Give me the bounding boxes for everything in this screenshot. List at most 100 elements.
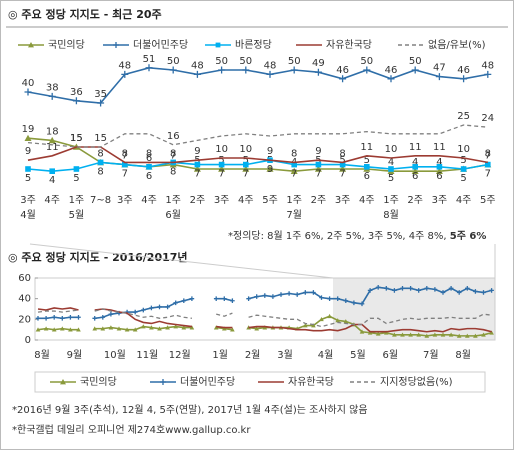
marker xyxy=(193,70,201,78)
data-label: 7 xyxy=(122,151,128,162)
marker xyxy=(448,332,454,337)
legend-label: 자유한국당 xyxy=(288,376,334,388)
data-label: 9 xyxy=(194,146,200,157)
marker xyxy=(339,165,347,172)
x-tick-label: 6월 xyxy=(165,209,181,221)
x-tick-label: 7월 xyxy=(286,209,302,221)
data-label: 19 xyxy=(22,124,35,135)
marker xyxy=(157,326,162,331)
data-label: 25 xyxy=(457,111,470,122)
data-label: 10 xyxy=(385,144,398,155)
x-tick-label: 1주 xyxy=(69,195,85,206)
marker xyxy=(189,325,195,330)
data-label: 48 xyxy=(118,60,131,71)
data-label: 5 xyxy=(460,155,466,166)
marker xyxy=(73,166,80,172)
marker xyxy=(92,326,97,331)
marker xyxy=(481,290,486,295)
data-label: 9 xyxy=(267,164,273,175)
data-label: 9 xyxy=(267,146,273,157)
legend-label: 바른정당 xyxy=(235,39,272,51)
data-label: 8 xyxy=(170,148,176,159)
marker xyxy=(43,316,49,321)
data-label: 7 xyxy=(485,151,491,162)
marker xyxy=(49,168,55,174)
marker xyxy=(303,323,308,328)
marker xyxy=(141,324,146,329)
data-label: 11 xyxy=(409,142,422,153)
marker xyxy=(92,316,97,321)
x-tick-label: 4월 xyxy=(20,209,36,221)
marker xyxy=(254,294,259,299)
data-label: 50 xyxy=(215,56,228,67)
marker xyxy=(35,316,41,321)
x-tick-label: 5주 xyxy=(480,195,496,206)
x-tick-label: 10월 xyxy=(104,349,126,361)
plot-frame xyxy=(34,277,496,341)
x-tick-label: 1주 xyxy=(383,195,399,206)
marker xyxy=(319,295,324,300)
data-label: 16 xyxy=(167,131,180,142)
marker xyxy=(481,332,486,337)
marker xyxy=(173,300,178,306)
marker xyxy=(243,161,249,168)
marker xyxy=(416,288,421,293)
marker xyxy=(311,323,316,328)
marker xyxy=(60,379,66,385)
data-label: 10 xyxy=(239,144,252,155)
marker xyxy=(157,304,162,310)
data-label: 35 xyxy=(94,89,107,100)
data-label: 11 xyxy=(46,142,59,153)
marker xyxy=(440,332,446,337)
marker xyxy=(218,161,225,168)
data-label: 18 xyxy=(46,126,59,137)
marker xyxy=(489,330,494,335)
legend-label: 없음/유보(%) xyxy=(428,38,486,51)
x-tick-label: 3주 xyxy=(432,195,448,206)
x-tick-label: 7월 xyxy=(423,349,439,361)
y-tick-label: 60 xyxy=(18,273,31,284)
marker xyxy=(60,326,65,331)
legend-box xyxy=(34,371,486,393)
note: *정의당: 8월 1주 6%, 2주 5%, 3주 5%, 4주 8%, 5주 … xyxy=(228,230,486,242)
marker xyxy=(149,325,154,330)
marker xyxy=(76,314,81,320)
data-label: 8 xyxy=(485,148,491,159)
marker xyxy=(294,292,300,297)
data-label: 48 xyxy=(264,60,277,71)
x-tick-label: 9월 xyxy=(67,349,83,361)
marker xyxy=(392,332,397,337)
data-label: 15 xyxy=(70,133,83,144)
marker xyxy=(465,286,470,291)
marker xyxy=(100,314,106,320)
marker xyxy=(24,134,32,141)
marker xyxy=(335,296,340,301)
x-tick-label: 8월 xyxy=(455,349,471,361)
x-tick-label: 2주 xyxy=(311,195,327,206)
series-line xyxy=(37,308,492,328)
marker xyxy=(311,290,316,295)
data-label: 48 xyxy=(191,60,204,71)
data-label: 7 xyxy=(218,169,224,180)
data-label: 24 xyxy=(481,113,494,124)
data-label: 6 xyxy=(146,153,152,164)
marker xyxy=(132,309,138,315)
marker xyxy=(35,327,41,332)
data-label: 6 xyxy=(364,171,370,182)
marker xyxy=(108,311,114,317)
marker xyxy=(189,296,195,301)
marker xyxy=(392,288,397,293)
marker xyxy=(97,159,104,166)
marker xyxy=(108,325,114,330)
marker xyxy=(193,165,201,172)
data-label: 7 xyxy=(485,169,491,180)
series-line xyxy=(27,159,488,173)
marker xyxy=(76,327,81,332)
marker xyxy=(339,161,346,168)
marker xyxy=(484,70,492,78)
marker xyxy=(222,326,227,331)
data-label: 4 xyxy=(49,175,55,186)
data-label: 8 xyxy=(97,166,103,177)
